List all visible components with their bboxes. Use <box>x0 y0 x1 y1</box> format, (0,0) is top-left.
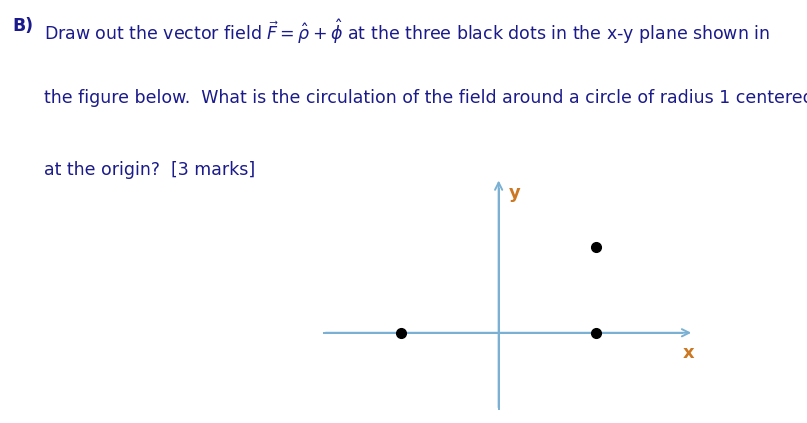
Text: x: x <box>683 344 694 362</box>
Text: y: y <box>508 184 521 202</box>
Text: B): B) <box>12 17 33 35</box>
Text: Draw out the vector field $\vec{F} = \hat{\rho} + \hat{\phi}$ at the three black: Draw out the vector field $\vec{F} = \ha… <box>44 17 771 46</box>
Text: at the origin?  [3 marks]: at the origin? [3 marks] <box>44 161 256 179</box>
Text: the figure below.  What is the circulation of the field around a circle of radiu: the figure below. What is the circulatio… <box>44 89 807 107</box>
